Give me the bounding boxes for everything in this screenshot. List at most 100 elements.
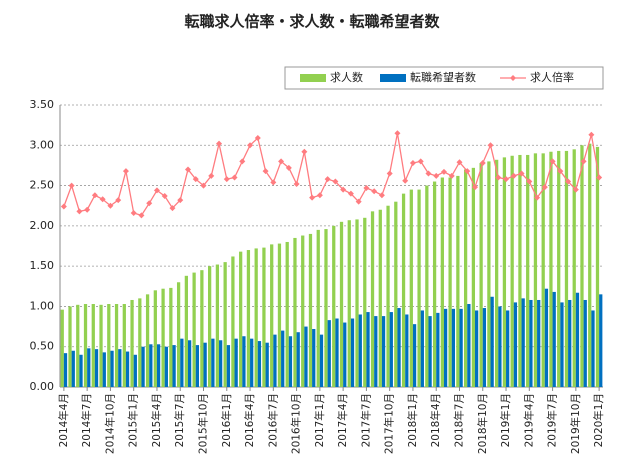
bar xyxy=(432,181,437,387)
bar xyxy=(125,351,130,387)
bar xyxy=(374,316,378,387)
y-tick-label: 2.50 xyxy=(30,179,55,192)
bar xyxy=(254,248,258,387)
bar xyxy=(180,338,184,387)
marker xyxy=(378,192,385,199)
bar xyxy=(308,233,313,387)
bar xyxy=(537,299,541,387)
bar xyxy=(459,308,463,387)
marker xyxy=(347,190,354,197)
marker xyxy=(231,174,238,181)
legend-label: 転職希望者数 xyxy=(410,70,476,84)
bar xyxy=(215,264,220,387)
bar xyxy=(498,306,502,387)
bar xyxy=(239,251,243,387)
bar xyxy=(281,330,285,387)
legend-swatch xyxy=(380,74,406,82)
bar xyxy=(277,243,282,387)
x-tick-label: 2018年10月 xyxy=(476,393,489,454)
bar xyxy=(234,338,238,387)
bar xyxy=(304,326,308,387)
marker xyxy=(76,208,83,215)
bar xyxy=(347,220,351,387)
bar xyxy=(521,298,525,387)
x-tick-label: 2017年1月 xyxy=(313,393,326,447)
marker xyxy=(464,168,471,175)
legend-box xyxy=(284,66,604,90)
bar xyxy=(285,241,289,387)
marker xyxy=(192,176,199,183)
y-tick-label: 1.00 xyxy=(30,299,55,312)
bar xyxy=(487,161,491,387)
bar xyxy=(208,266,212,387)
marker xyxy=(518,170,525,177)
bar xyxy=(195,345,200,387)
bar xyxy=(495,159,499,387)
marker xyxy=(371,188,378,195)
legend-label: 求人数 xyxy=(330,71,363,84)
bar xyxy=(510,155,514,387)
bar xyxy=(319,334,324,387)
bar xyxy=(91,304,95,387)
marker xyxy=(510,172,517,179)
bar xyxy=(219,340,223,387)
bar xyxy=(145,294,150,387)
bar xyxy=(176,282,181,387)
marker xyxy=(487,142,494,149)
bar xyxy=(572,149,576,387)
x-tick-label: 2015年7月 xyxy=(173,393,186,447)
legend-swatch xyxy=(510,75,516,81)
marker xyxy=(115,197,122,204)
bar xyxy=(451,308,455,387)
bar xyxy=(223,262,227,387)
bar xyxy=(448,177,452,387)
marker xyxy=(355,198,362,205)
bar xyxy=(273,334,277,387)
bar xyxy=(60,309,64,387)
bar xyxy=(417,189,421,387)
bar xyxy=(401,193,406,387)
bar xyxy=(324,229,328,387)
marker xyxy=(208,172,215,179)
bar xyxy=(412,324,417,387)
x-tick-label: 2016年1月 xyxy=(220,393,233,447)
bar xyxy=(456,175,460,387)
bar xyxy=(560,302,564,387)
bar xyxy=(335,318,339,387)
marker xyxy=(503,176,510,183)
bar xyxy=(381,316,386,387)
marker xyxy=(239,158,246,165)
bar xyxy=(270,244,274,387)
marker xyxy=(301,148,308,155)
chart-title: 転職求人倍率・求人数・転職希望者数 xyxy=(184,13,440,31)
bar xyxy=(164,346,168,387)
y-tick-label: 1.50 xyxy=(30,259,55,272)
marker xyxy=(386,170,393,177)
legend-label: 求人倍率 xyxy=(530,70,574,84)
marker xyxy=(580,158,587,165)
x-tick-label: 2019年1月 xyxy=(499,393,512,447)
bar xyxy=(265,342,269,387)
bar xyxy=(257,341,262,387)
marker xyxy=(84,206,91,213)
bar xyxy=(529,299,533,387)
marker xyxy=(596,174,603,181)
x-tick-label: 2019年4月 xyxy=(522,393,535,447)
bar xyxy=(293,237,297,387)
bar xyxy=(250,338,254,387)
bar xyxy=(425,185,429,387)
bar xyxy=(564,150,569,387)
bar xyxy=(549,151,553,387)
bar xyxy=(443,308,448,387)
bar xyxy=(482,308,487,387)
bar xyxy=(332,225,336,387)
x-tick-label: 2015年10月 xyxy=(197,393,210,454)
marker xyxy=(223,176,230,183)
bar xyxy=(172,345,176,387)
bar xyxy=(149,344,153,387)
bar xyxy=(513,302,518,387)
bar xyxy=(591,310,595,387)
bar xyxy=(187,340,192,387)
marker xyxy=(99,196,106,203)
bar xyxy=(378,209,382,387)
